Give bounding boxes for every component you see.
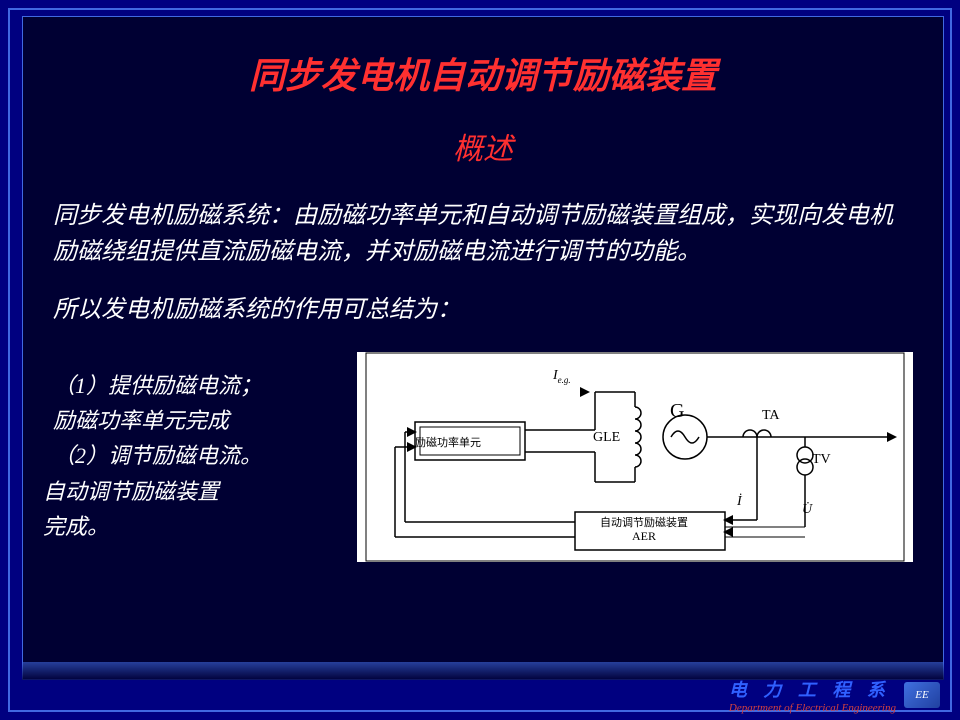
list-item-2a: （2）调节励磁电流。 [53,438,353,473]
list-item-2c: 完成。 [43,509,353,544]
list-column: （1）提供励磁电流； 励磁功率单元完成 （2）调节励磁电流。 自动调节励磁装置 … [53,350,353,544]
circuit-diagram: 励磁功率单元 GLE G TA TV Ie.g. İ U̇ 自动调节励磁装置 A… [357,352,913,562]
power-unit-label: 励磁功率单元 [415,434,481,450]
paragraph-1: 同步发电机励磁系统：由励磁功率单元和自动调节励磁装置组成，实现向发电机励磁绕组提… [53,198,913,270]
footer-text: 电 力 工 程 系 Department of Electrical Engin… [729,676,896,714]
list-item-1a: （1）提供励磁电流； [53,368,353,403]
ieg-label: Ie.g. [553,368,571,385]
aer-en-label: AER [579,529,709,544]
footer-cn: 电 力 工 程 系 [729,676,896,702]
i-dot-label: İ [737,494,742,510]
gle-label: GLE [593,430,620,446]
ta-label: TA [762,408,780,424]
body-row: （1）提供励磁电流； 励磁功率单元完成 （2）调节励磁电流。 自动调节励磁装置 … [53,350,913,562]
list-item-2b: 自动调节励磁装置 [43,474,353,509]
footer-en: Department of Electrical Engineering [729,702,896,714]
aer-cn-label: 自动调节励磁装置 [579,514,709,530]
page-subtitle: 概述 [53,124,913,168]
paragraph-2: 所以发电机励磁系统的作用可总结为： [53,292,913,328]
u-dot-label: U̇ [802,502,812,518]
slide-panel: 同步发电机自动调节励磁装置 概述 同步发电机励磁系统：由励磁功率单元和自动调节励… [22,16,944,680]
tv-label: TV [812,452,831,468]
page-title: 同步发电机自动调节励磁装置 [53,47,913,99]
g-label: G [670,400,684,423]
footer-logo-icon: EE [904,682,940,708]
list-item-1b: 励磁功率单元完成 [53,403,353,438]
content-area: 同步发电机自动调节励磁装置 概述 同步发电机励磁系统：由励磁功率单元和自动调节励… [23,17,943,572]
footer: 电 力 工 程 系 Department of Electrical Engin… [729,676,940,714]
